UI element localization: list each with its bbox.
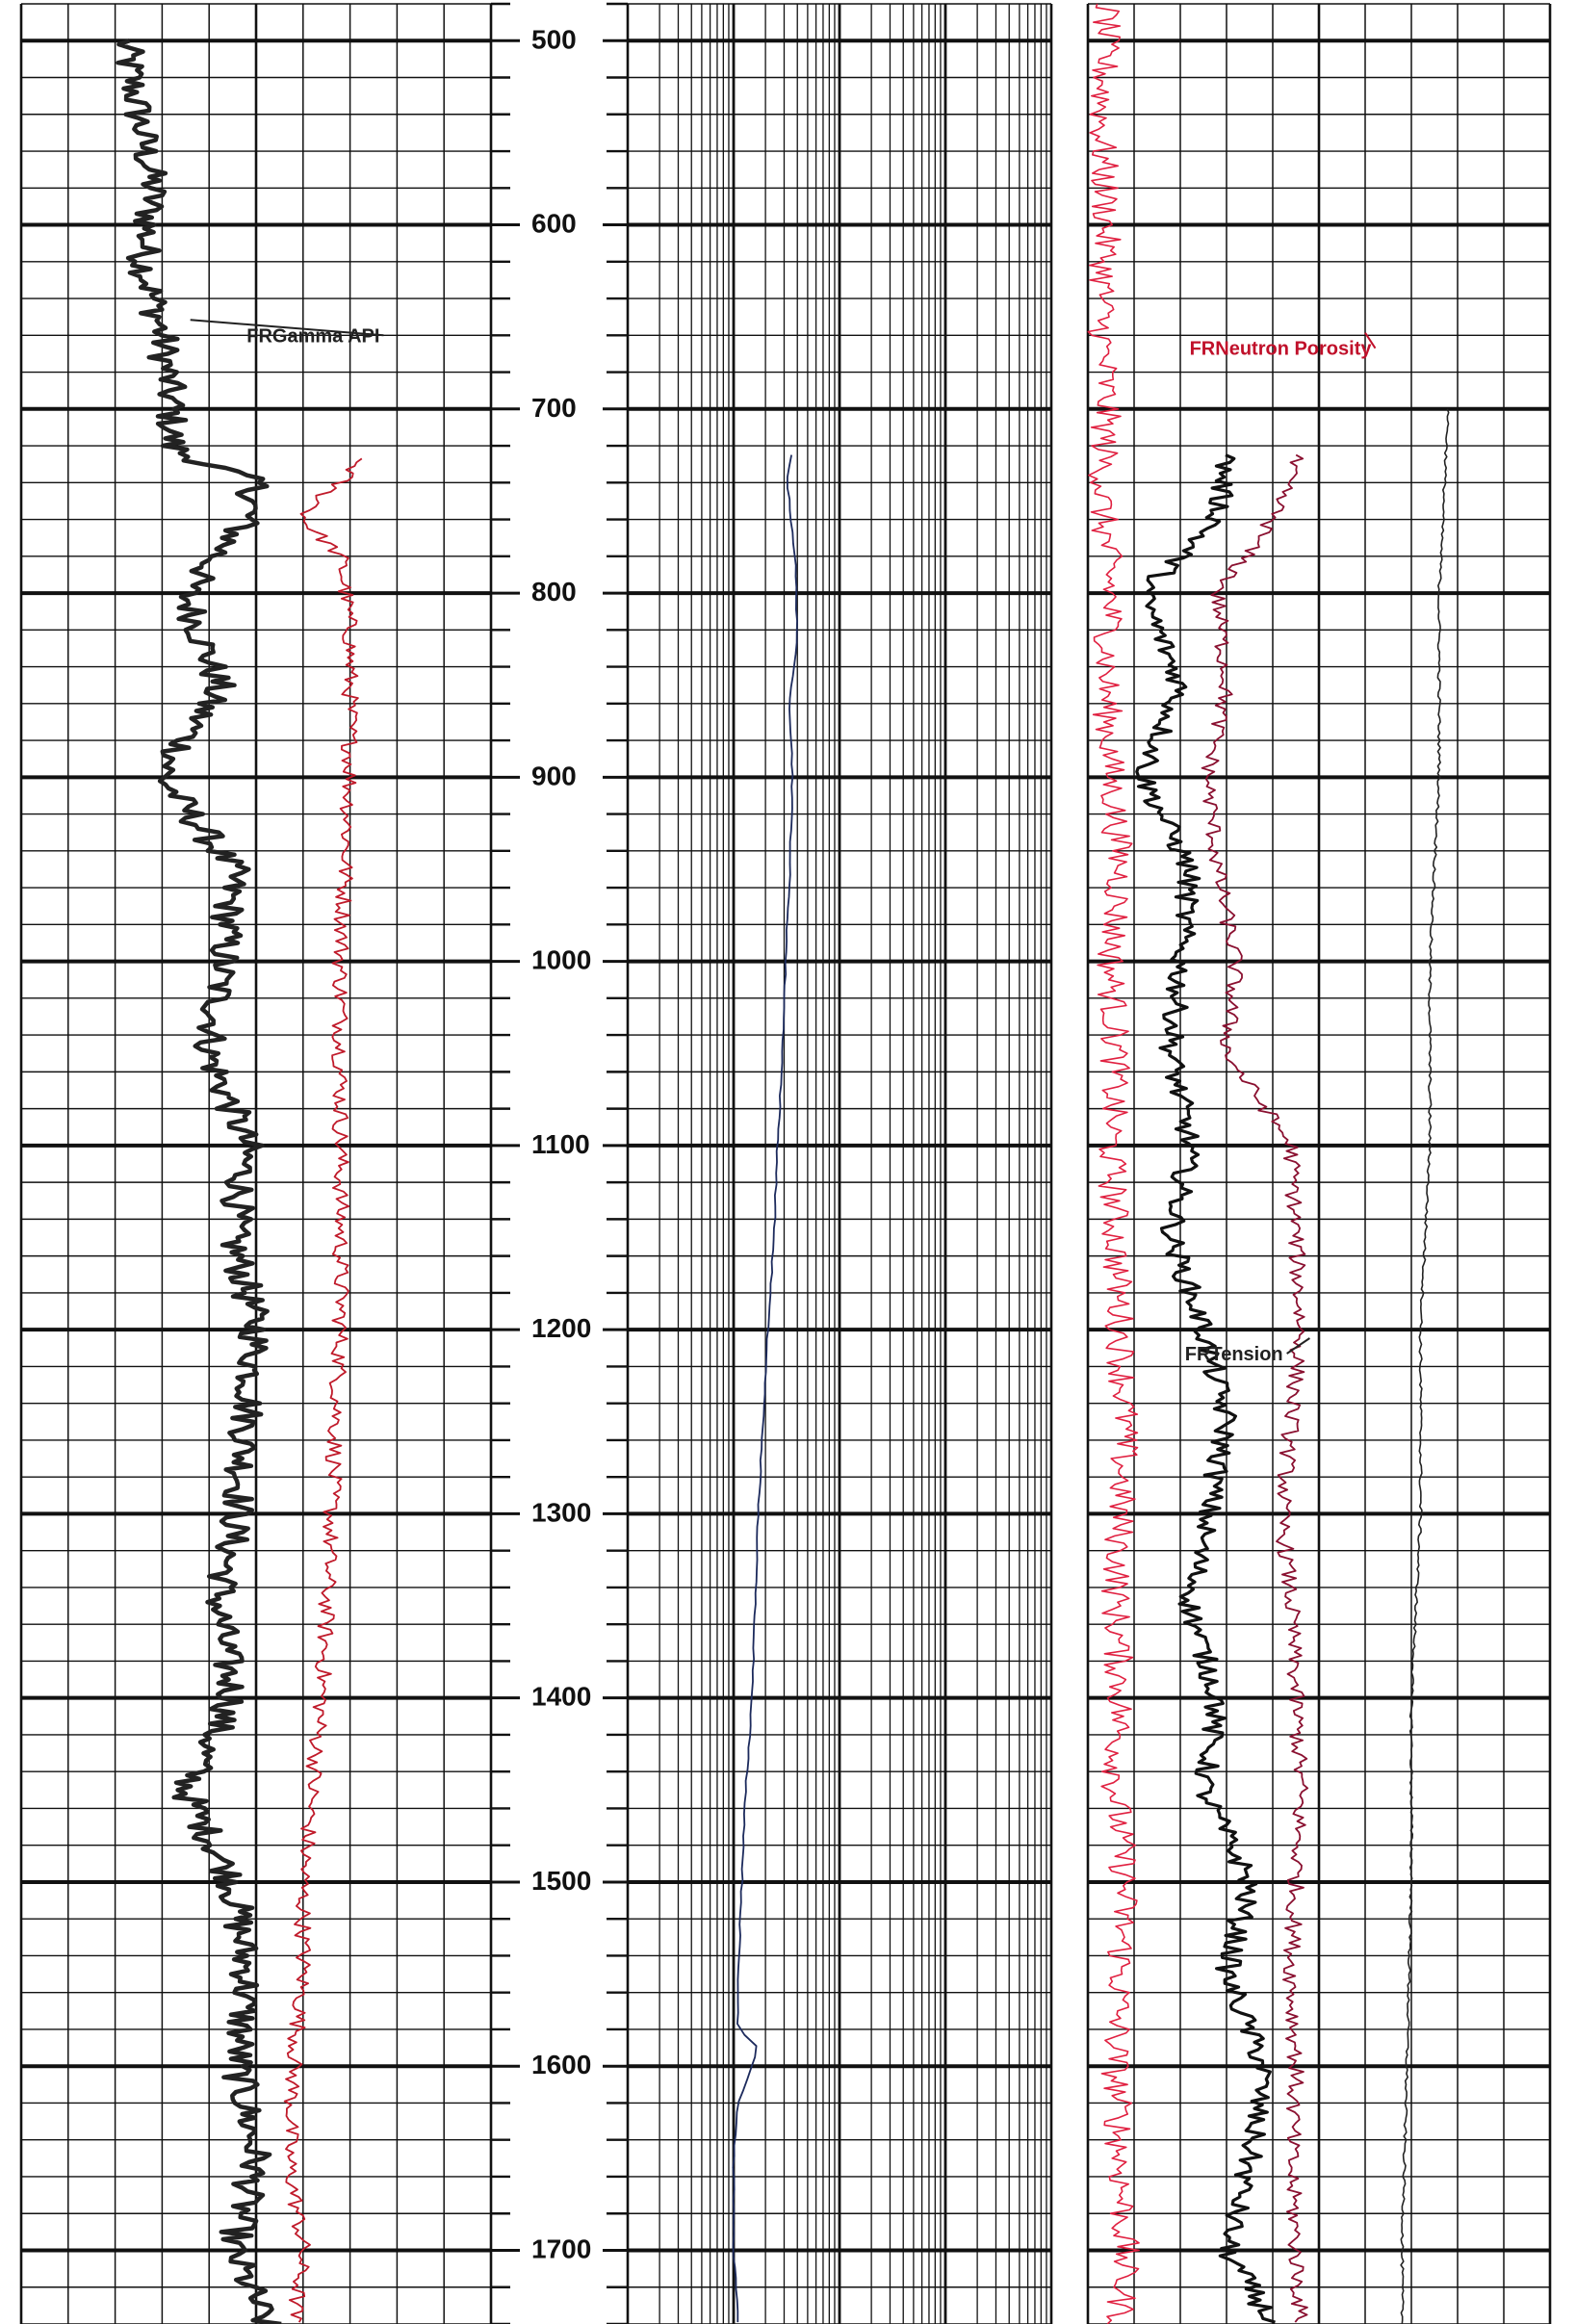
depth-label-1100: 1100 [531, 1129, 590, 1159]
grid-track-3 [1086, 3, 1552, 2324]
grid-layer [19, 3, 1552, 2324]
annotation-frgamma-api: FRGamma API [246, 325, 379, 347]
depth-label-1300: 1300 [531, 1497, 591, 1527]
depth-label-700: 700 [531, 393, 577, 423]
depth-label-1500: 1500 [531, 1866, 591, 1896]
curve-frtension [1400, 408, 1450, 2324]
curve-frneutron-porosity [1087, 3, 1140, 2324]
annotation-frneutron-porosity: FRNeutron Porosity [1190, 339, 1373, 360]
depth-track: 500 600 700 800 900 1000 1100 1200 1300 1400 1500 1… [491, 2, 628, 2324]
curve-series-1 [283, 457, 363, 2323]
curve-series-5 [1201, 453, 1309, 2323]
depth-label-500: 500 [531, 24, 577, 54]
depth-label-800: 800 [531, 577, 577, 607]
annotation-frtension: FRTension [1185, 1344, 1283, 1365]
curve-layer [116, 3, 1450, 2324]
curve-frgamma-api [116, 39, 282, 2324]
depth-label-1400: 1400 [531, 1682, 591, 1712]
grid-track-1 [19, 3, 493, 2324]
depth-label-1200: 1200 [531, 1313, 591, 1343]
curve-series-2 [732, 454, 798, 2323]
annotation-layer: FRGamma API FRNeutron Porosity FRTension [190, 319, 1377, 1365]
annotation-leader [190, 319, 384, 337]
depth-label-1000: 1000 [531, 945, 591, 975]
depth-label-1700: 1700 [531, 2234, 591, 2263]
depth-label-1600: 1600 [531, 2050, 591, 2079]
depth-label-900: 900 [531, 761, 577, 790]
curve-series-4 [1135, 453, 1276, 2324]
annotation-leader [1286, 1337, 1310, 1355]
depth-label-600: 600 [531, 209, 577, 239]
grid-track-2 [626, 3, 1053, 2324]
annotation-leader [1364, 332, 1377, 349]
